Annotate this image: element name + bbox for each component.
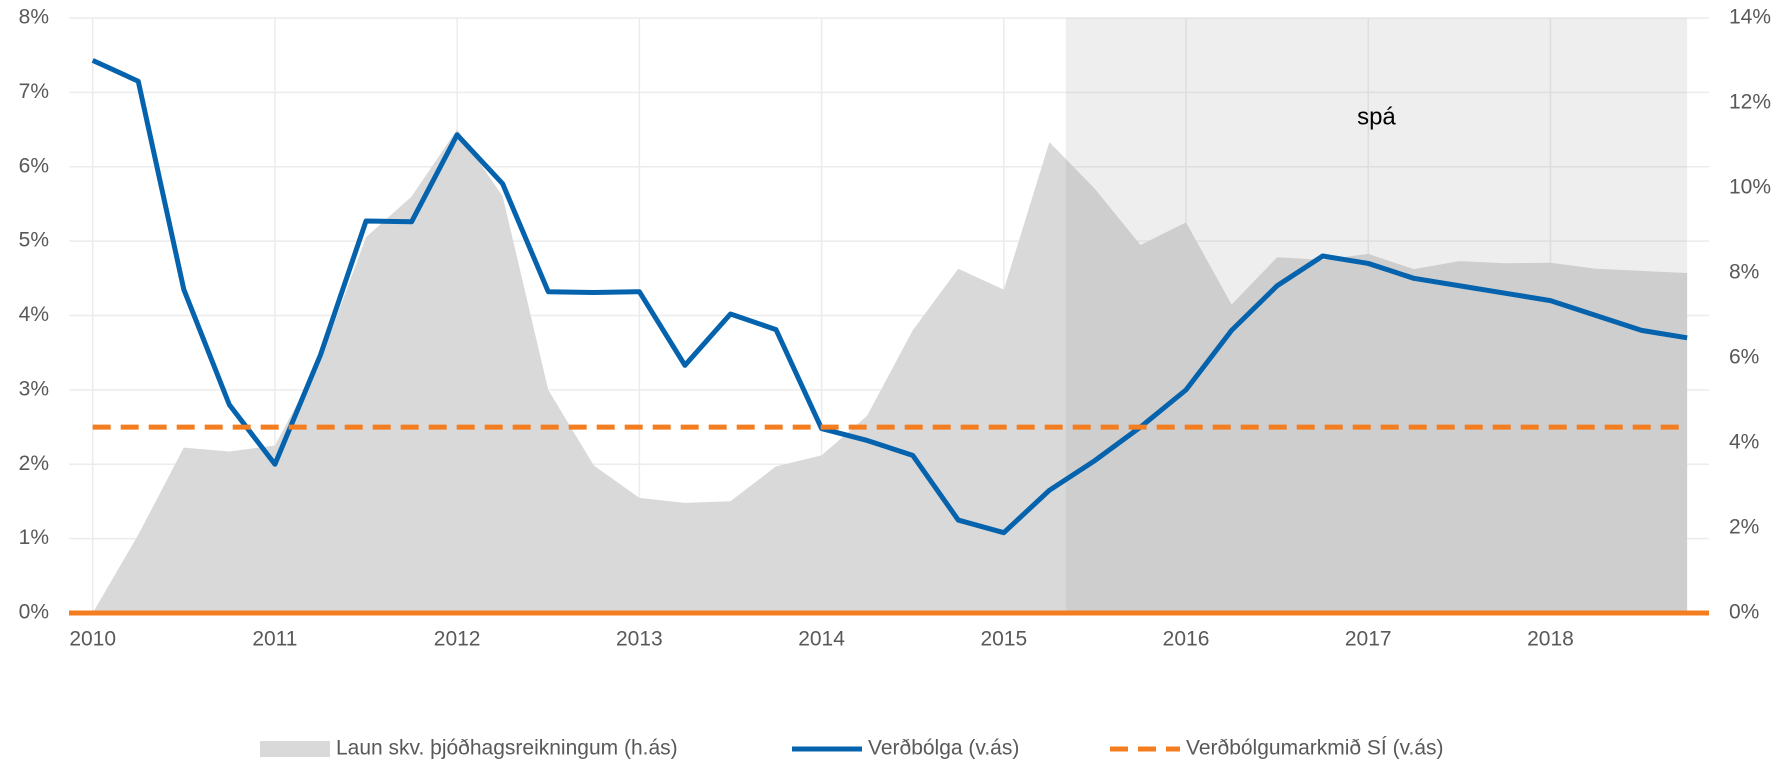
y-tick-label: 5% bbox=[19, 229, 49, 252]
y2-tick-label: 14% bbox=[1729, 6, 1771, 29]
line bbox=[91, 58, 1688, 536]
area bbox=[92, 129, 1688, 613]
x-tick-label: 2013 bbox=[616, 628, 663, 651]
x-tick-label: 2014 bbox=[798, 628, 845, 651]
x-tick-label: 2018 bbox=[1527, 628, 1574, 651]
forecast-label: spá bbox=[1357, 103, 1396, 130]
y-tick-label: 2% bbox=[19, 452, 49, 475]
y-tick-label: 3% bbox=[19, 377, 49, 400]
y2-tick-label: 6% bbox=[1729, 346, 1759, 369]
y2-tick-label: 10% bbox=[1729, 176, 1771, 199]
y2-tick-label: 8% bbox=[1729, 261, 1759, 284]
x-tick-label: 2010 bbox=[69, 628, 116, 651]
x-tick-label: 2011 bbox=[252, 628, 297, 651]
y2-tick-label: 0% bbox=[1729, 601, 1759, 624]
y-tick-label: 6% bbox=[19, 154, 49, 177]
legend-label: Laun skv. þjóðhagsreikningum (h.ás) bbox=[336, 737, 678, 760]
y-tick-label: 8% bbox=[19, 6, 49, 29]
forecast-region bbox=[1065, 18, 1688, 613]
x-tick-label: 2012 bbox=[434, 628, 481, 651]
x-tick-label: 2016 bbox=[1163, 628, 1210, 651]
y2-tick-label: 12% bbox=[1729, 91, 1771, 114]
y-tick-label: 7% bbox=[19, 80, 49, 103]
x-tick-label: 2015 bbox=[980, 628, 1027, 651]
y2-tick-label: 2% bbox=[1729, 516, 1759, 539]
x-tick-label: 2017 bbox=[1345, 628, 1392, 651]
legend-swatch bbox=[260, 741, 330, 757]
y-tick-label: 4% bbox=[19, 303, 49, 326]
legend-label: Verðbólgumarkmið SÍ (v.ás) bbox=[1186, 737, 1444, 760]
y-tick-label: 0% bbox=[19, 601, 49, 624]
y-tick-label: 1% bbox=[19, 526, 49, 549]
legend-label: Verðbólga (v.ás) bbox=[868, 737, 1019, 760]
y2-tick-label: 4% bbox=[1729, 431, 1759, 454]
